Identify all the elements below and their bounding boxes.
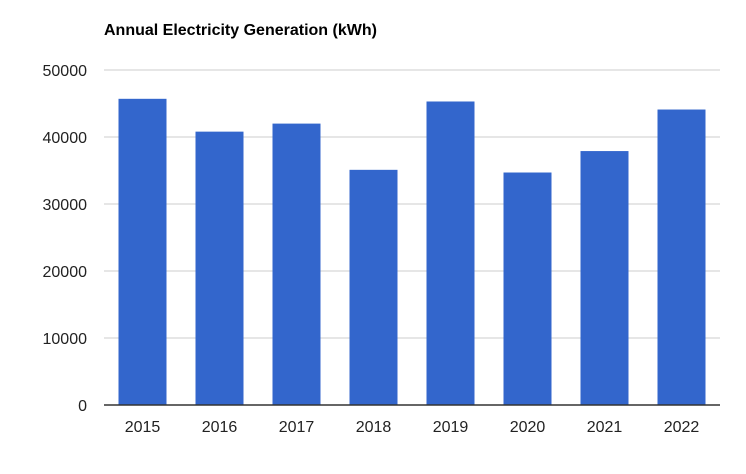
- bar-2015: [118, 98, 167, 405]
- bar-2021: [580, 151, 629, 405]
- y-tick-label-40000: 40000: [43, 130, 88, 147]
- bar-2022: [657, 109, 706, 405]
- chart-title: Annual Electricity Generation (kWh): [104, 22, 377, 39]
- x-tick-label-2020: 2020: [510, 419, 546, 436]
- bar-2017: [272, 123, 321, 405]
- bar-2016: [195, 131, 244, 405]
- y-tick-label-10000: 10000: [43, 331, 88, 348]
- y-tick-label-0: 0: [78, 398, 87, 415]
- y-tick-label-30000: 30000: [43, 197, 88, 214]
- x-tick-label-2018: 2018: [356, 419, 392, 436]
- bar-2018: [349, 169, 398, 405]
- x-tick-label-2016: 2016: [202, 419, 238, 436]
- x-tick-label-2019: 2019: [433, 419, 469, 436]
- y-tick-label-50000: 50000: [43, 63, 88, 80]
- bar-2019: [426, 101, 475, 406]
- y-tick-label-20000: 20000: [43, 264, 88, 281]
- x-tick-label-2022: 2022: [664, 419, 700, 436]
- x-tick-label-2021: 2021: [587, 419, 623, 436]
- y-axis-ticks: 0 10000 20000 30000 40000 50000: [43, 63, 88, 415]
- x-axis-ticks: 2015 2016 2017 2018 2019 2020 2021 2022: [125, 419, 700, 436]
- x-tick-label-2015: 2015: [125, 419, 161, 436]
- bar-2020: [503, 172, 552, 405]
- bars: [118, 98, 706, 406]
- x-tick-label-2017: 2017: [279, 419, 315, 436]
